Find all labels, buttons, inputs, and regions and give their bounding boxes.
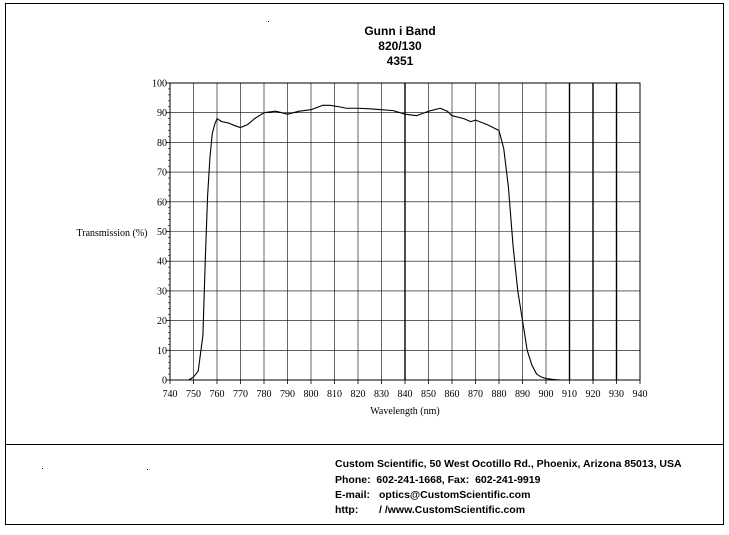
y-tick-label: 50 bbox=[157, 227, 167, 238]
x-tick-label: 870 bbox=[468, 389, 483, 400]
y-tick-label: 80 bbox=[157, 138, 167, 149]
x-tick-label: 840 bbox=[398, 389, 413, 400]
y-tick-label: 90 bbox=[157, 108, 167, 119]
x-tick-label: 740 bbox=[163, 389, 178, 400]
x-tick-label: 830 bbox=[374, 389, 389, 400]
footer-web-row: http: / /www.CustomScientific.com bbox=[335, 504, 525, 516]
y-tick-label: 20 bbox=[157, 316, 167, 327]
x-tick-label: 810 bbox=[327, 389, 342, 400]
y-tick-label: 60 bbox=[157, 197, 167, 208]
chart-subtitle-bandwidth: 820/130 bbox=[378, 39, 422, 53]
footer-phone-fax: Phone: 602-241-1668, Fax: 602-241-9919 bbox=[335, 474, 541, 486]
footer-email-value: optics@CustomScientific.com bbox=[379, 489, 531, 501]
y-tick-label: 10 bbox=[157, 346, 167, 357]
outer-frame bbox=[5, 3, 724, 525]
footer-web-label: http: bbox=[335, 504, 359, 516]
x-axis-label: Wavelength (nm) bbox=[370, 406, 439, 417]
tick-layer: 740 750 760 770 780 790 800 810 820 830 840 850 860 8… bbox=[152, 79, 648, 401]
x-tick-label: 920 bbox=[586, 389, 601, 400]
x-tick-label: 850 bbox=[421, 389, 436, 400]
y-tick-label: 40 bbox=[157, 257, 167, 268]
y-tick-label: 0 bbox=[162, 376, 167, 387]
scan-speck bbox=[147, 469, 148, 470]
footer-web-value: / /www.CustomScientific.com bbox=[379, 504, 526, 516]
x-tick-label: 900 bbox=[539, 389, 554, 400]
x-tick-label: 820 bbox=[351, 389, 366, 400]
x-tick-label: 860 bbox=[445, 389, 460, 400]
y-axis-label: Transmission (%) bbox=[76, 228, 147, 239]
scan-speck bbox=[42, 468, 43, 469]
x-tick-label: 750 bbox=[186, 389, 201, 400]
x-tick-label: 760 bbox=[210, 389, 225, 400]
y-tick-label: 30 bbox=[157, 286, 167, 297]
x-tick-label: 940 bbox=[633, 389, 648, 400]
transmission-curve bbox=[170, 104, 570, 381]
grid-layer bbox=[170, 83, 640, 380]
x-tick-label: 790 bbox=[280, 389, 295, 400]
x-tick-label: 800 bbox=[304, 389, 319, 400]
x-tick-label: 770 bbox=[233, 389, 248, 400]
footer-email-row: E-mail: optics@CustomScientific.com bbox=[335, 489, 530, 501]
x-tick-label: 780 bbox=[257, 389, 272, 400]
x-tick-label: 880 bbox=[492, 389, 507, 400]
footer-company-address: Custom Scientific, 50 West Ocotillo Rd.,… bbox=[335, 458, 682, 470]
plot-area-border bbox=[169, 82, 641, 381]
series-layer bbox=[170, 104, 570, 381]
x-tick-label: 930 bbox=[609, 389, 624, 400]
chart-title: Gunn i Band bbox=[364, 24, 436, 38]
scan-speck bbox=[268, 21, 269, 22]
x-tick-label: 910 bbox=[562, 389, 577, 400]
y-tick-label: 100 bbox=[152, 79, 167, 90]
y-tick-label: 70 bbox=[157, 168, 167, 179]
footer-email-label: E-mail: bbox=[335, 489, 371, 501]
footer-divider bbox=[5, 444, 724, 445]
chart-subtitle-part-number: 4351 bbox=[386, 54, 414, 68]
x-tick-label: 890 bbox=[515, 389, 530, 400]
